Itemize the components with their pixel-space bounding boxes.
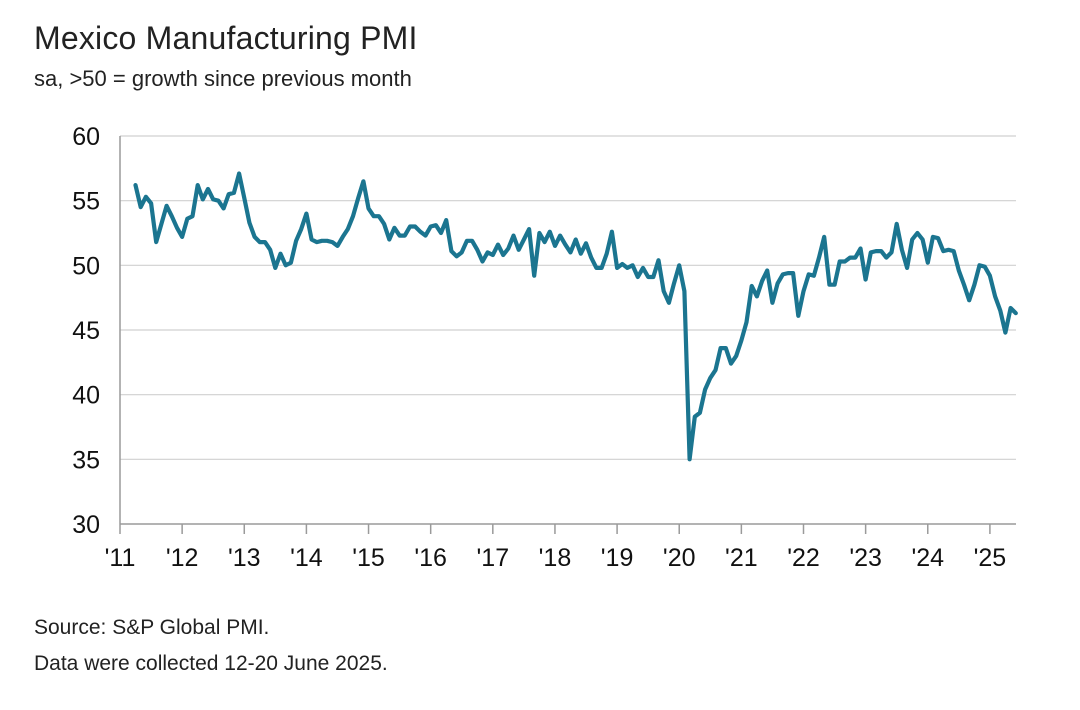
- x-tick-label-14: '25: [974, 544, 1007, 572]
- x-tick-label-6: '17: [477, 544, 510, 572]
- source-note: Source: S&P Global PMI.: [34, 616, 270, 639]
- x-tick-label-4: '15: [352, 544, 385, 572]
- series-layer: [133, 171, 1018, 462]
- axes: [119, 136, 1016, 534]
- y-tick-label-35: 35: [72, 446, 100, 474]
- y-tick-label-40: 40: [72, 382, 100, 410]
- y-tick-label-50: 50: [72, 252, 100, 280]
- x-tick-label-7: '18: [539, 544, 572, 572]
- y-tick-labels: 30 35 40 45 50 55 60: [72, 123, 100, 539]
- y-tick-label-30: 30: [72, 511, 100, 539]
- x-tick-labels: '11 '12 '13 '14 '15 '16 '17 '18 '19 '20 '21 '22 '23 '…: [105, 544, 1007, 572]
- y-tick-label-45: 45: [72, 317, 100, 345]
- y-tick-label-55: 55: [72, 188, 100, 216]
- x-tick-label-9: '20: [663, 544, 696, 572]
- x-tick-label-1: '12: [166, 544, 199, 572]
- x-tick-label-2: '13: [228, 544, 261, 572]
- x-tick-label-12: '23: [849, 544, 882, 572]
- grid-lines: [120, 135, 1016, 460]
- chart-title: Mexico Manufacturing PMI: [34, 20, 418, 56]
- x-tick-label-3: '14: [290, 544, 323, 572]
- y-tick-label-60: 60: [72, 123, 100, 151]
- x-tick-label-10: '21: [725, 544, 758, 572]
- x-tick-label-13: '24: [911, 544, 944, 572]
- x-tick-label-0: '11: [105, 544, 136, 572]
- collection-note: Data were collected 12-20 June 2025.: [34, 652, 388, 675]
- x-tick-label-8: '19: [601, 544, 634, 572]
- series-line-0: [133, 171, 1018, 462]
- chart-subtitle: sa, >50 = growth since previous month: [34, 66, 412, 91]
- x-tick-label-11: '22: [787, 544, 820, 572]
- x-tick-label-5: '16: [414, 544, 447, 572]
